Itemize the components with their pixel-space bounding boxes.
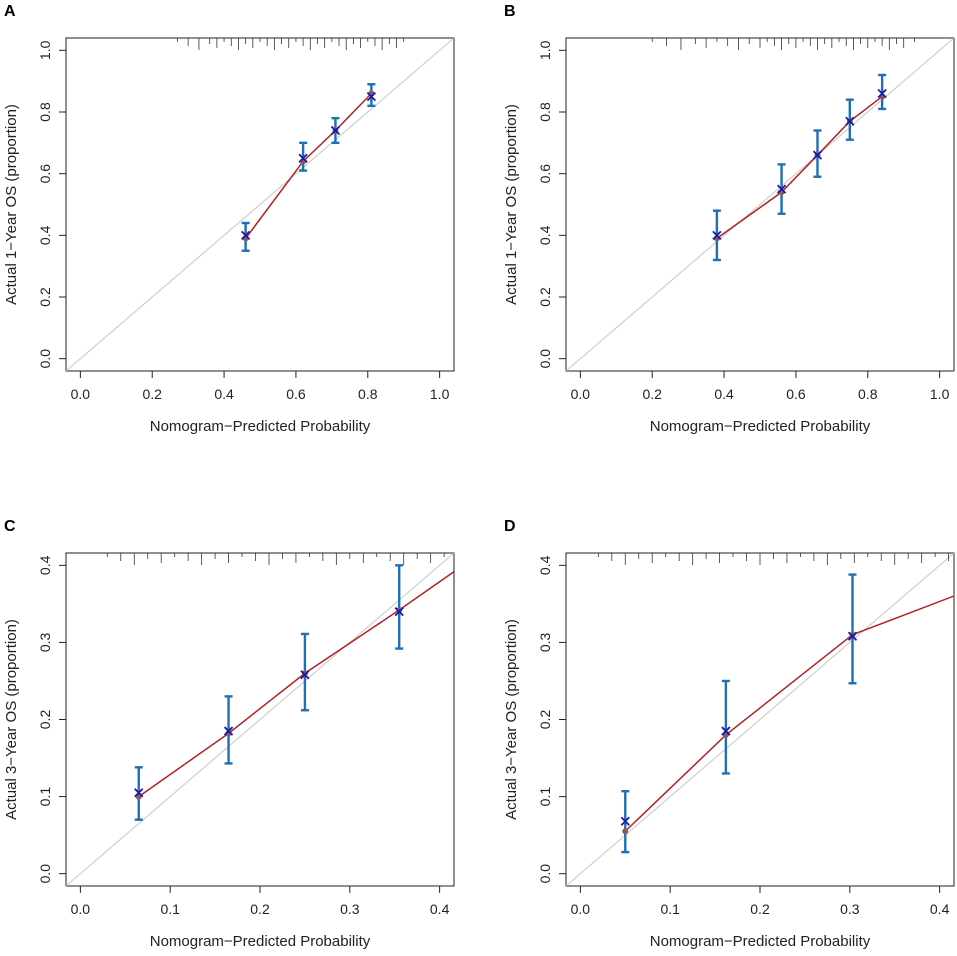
reference-diagonal-line <box>66 553 454 886</box>
reference-diagonal-line <box>566 38 954 371</box>
panel-letter: C <box>4 518 16 535</box>
x-tick-label: 1.0 <box>430 386 450 402</box>
x-tick-label: 0.0 <box>571 386 591 402</box>
observed-x-marker <box>845 116 855 126</box>
y-tick-label: 0.0 <box>537 864 553 884</box>
x-tick-label: 0.1 <box>160 901 180 917</box>
panel-letter: A <box>4 3 16 20</box>
y-tick-label: 0.3 <box>37 632 53 652</box>
x-tick-label: 0.6 <box>286 386 306 402</box>
observed-x-marker <box>240 230 251 240</box>
y-tick-label: 0.1 <box>537 787 553 807</box>
observed-x-marker <box>330 125 341 136</box>
y-tick-label: 0.8 <box>537 102 553 122</box>
x-tick-label: 0.4 <box>430 901 450 917</box>
y-axis-title: Actual 3−Year OS (proportion) <box>503 619 520 820</box>
y-tick-label: 1.0 <box>37 40 53 60</box>
x-tick-label: 1.0 <box>930 386 950 402</box>
plot-area <box>66 38 454 371</box>
x-tick-label: 0.2 <box>750 901 770 917</box>
apparent-calibration-line <box>624 595 954 832</box>
apparent-calibration-line <box>138 570 454 798</box>
y-tick-label: 0.8 <box>37 102 53 122</box>
apparent-point <box>849 631 856 638</box>
x-axis-title: Nomogram−Predicted Probability <box>150 418 371 435</box>
x-tick-label: 0.1 <box>660 901 680 917</box>
panel-letter: B <box>504 3 516 20</box>
y-tick-label: 0.4 <box>37 225 53 245</box>
y-tick-label: 0.4 <box>537 225 553 245</box>
observed-x-marker <box>877 88 887 99</box>
observed-x-marker <box>394 606 404 617</box>
y-tick-label: 0.0 <box>37 864 53 884</box>
observed-x-marker <box>812 150 823 160</box>
apparent-point <box>622 828 629 835</box>
y-tick-label: 0.0 <box>37 349 53 369</box>
plot-area <box>566 38 954 371</box>
plot-area <box>66 553 454 886</box>
observed-x-marker <box>712 230 722 240</box>
y-tick-label: 0.0 <box>537 349 553 369</box>
apparent-calibration-line <box>716 95 883 240</box>
x-tick-label: 0.4 <box>214 386 234 402</box>
x-axis-title: Nomogram−Predicted Probability <box>650 418 871 435</box>
x-tick-label: 0.8 <box>858 386 878 402</box>
y-tick-label: 0.2 <box>37 287 53 307</box>
observed-x-marker <box>298 153 308 163</box>
observed-x-marker <box>134 788 144 798</box>
panel-c: C 0.0 0.1 0.2 0.3 0.4 0.0 0.1 0.2 0.3 0.4 Nomogram−… <box>3 518 455 950</box>
observed-x-marker <box>847 631 858 641</box>
y-tick-label: 0.2 <box>537 287 553 307</box>
y-tick-label: 0.3 <box>537 632 553 652</box>
x-tick-label: 0.0 <box>571 901 591 917</box>
observed-x-marker <box>366 91 377 102</box>
y-tick-label: 1.0 <box>537 40 553 60</box>
y-axis-title: Actual 1−Year OS (proportion) <box>503 104 520 305</box>
observed-x-marker <box>620 816 630 826</box>
x-tick-label: 0.6 <box>786 386 806 402</box>
y-axis-title: Actual 1−Year OS (proportion) <box>3 104 20 305</box>
y-tick-label: 0.4 <box>37 555 53 575</box>
x-tick-label: 0.2 <box>142 386 162 402</box>
x-axis-title: Nomogram−Predicted Probability <box>150 933 371 950</box>
y-tick-label: 0.4 <box>537 555 553 575</box>
x-tick-label: 0.4 <box>930 901 950 917</box>
y-tick-label: 0.1 <box>37 787 53 807</box>
x-tick-label: 0.0 <box>71 386 91 402</box>
y-tick-label: 0.2 <box>537 710 553 730</box>
x-tick-label: 0.2 <box>250 901 270 917</box>
panel-a: A 0.0 0.2 0.4 0.6 0.8 1.0 0.0 0.2 0.4 0.6 0.8 1.0 Nom… <box>3 3 455 435</box>
y-tick-label: 0.2 <box>37 710 53 730</box>
panel-d: D 0.0 0.1 0.2 0.3 0.4 0.0 0.1 0.2 0.3 0.4 Nomogram−… <box>503 518 955 950</box>
x-tick-label: 0.3 <box>840 901 860 917</box>
observed-x-marker <box>776 184 787 194</box>
x-tick-label: 0.3 <box>340 901 360 917</box>
x-axis-title: Nomogram−Predicted Probability <box>650 933 871 950</box>
plot-area <box>566 553 954 886</box>
observed-x-marker <box>300 670 310 680</box>
y-tick-label: 0.6 <box>37 164 53 184</box>
x-tick-label: 0.4 <box>714 386 734 402</box>
observed-x-marker <box>223 726 234 736</box>
reference-diagonal-line <box>566 553 954 886</box>
apparent-calibration-line <box>245 92 372 239</box>
apparent-point <box>396 607 403 614</box>
y-tick-label: 0.6 <box>537 164 553 184</box>
panel-letter: D <box>504 518 516 535</box>
observed-x-marker <box>721 726 731 736</box>
y-axis-title: Actual 3−Year OS (proportion) <box>3 619 20 820</box>
reference-diagonal-line <box>66 38 454 371</box>
apparent-point <box>301 670 308 677</box>
panel-b: B 0.0 0.2 0.4 0.6 0.8 1.0 0.0 0.2 0.4 0.6 0.8 1.0 Nom… <box>503 3 955 435</box>
x-tick-label: 0.2 <box>642 386 662 402</box>
x-tick-label: 0.8 <box>358 386 378 402</box>
x-tick-label: 0.0 <box>71 901 91 917</box>
